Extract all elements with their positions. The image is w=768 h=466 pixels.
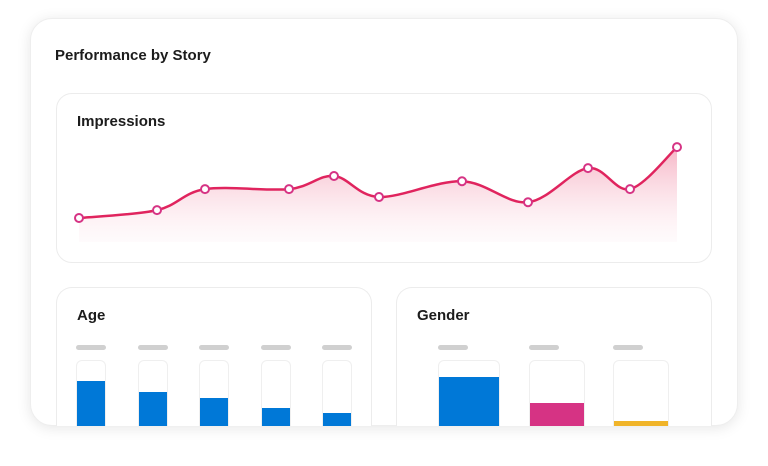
bar[interactable] bbox=[530, 402, 584, 426]
bar[interactable] bbox=[200, 397, 228, 426]
data-point[interactable] bbox=[200, 184, 210, 195]
data-point[interactable] bbox=[152, 205, 162, 216]
data-point[interactable] bbox=[672, 142, 682, 153]
bar-label-placeholder bbox=[76, 345, 106, 350]
bar[interactable] bbox=[439, 377, 499, 426]
data-point[interactable] bbox=[625, 184, 635, 195]
bar[interactable] bbox=[77, 380, 105, 426]
bar[interactable] bbox=[323, 412, 351, 426]
data-point[interactable] bbox=[583, 163, 593, 174]
bar-track bbox=[322, 360, 352, 426]
bar[interactable] bbox=[139, 391, 167, 426]
bar-label-placeholder bbox=[438, 345, 468, 350]
viewport: Performance by Story Impressions Age Gen… bbox=[30, 18, 738, 426]
bar-label-placeholder bbox=[138, 345, 168, 350]
data-point[interactable] bbox=[284, 184, 294, 195]
impressions-area bbox=[79, 147, 677, 242]
data-point[interactable] bbox=[374, 192, 384, 202]
bar[interactable] bbox=[614, 420, 668, 426]
data-point[interactable] bbox=[329, 171, 339, 181]
data-point[interactable] bbox=[523, 197, 533, 208]
impressions-chart bbox=[74, 142, 682, 242]
bar-label-placeholder bbox=[613, 345, 643, 350]
data-point[interactable] bbox=[74, 213, 84, 223]
bar-track bbox=[199, 360, 229, 426]
bar-label-placeholder bbox=[529, 345, 559, 350]
age-title: Age bbox=[77, 307, 106, 324]
data-point[interactable] bbox=[457, 176, 467, 187]
bar-label-placeholder bbox=[322, 345, 352, 350]
bar-label-placeholder bbox=[199, 345, 229, 350]
bar-track bbox=[438, 360, 500, 426]
page-title: Performance by Story bbox=[55, 47, 211, 64]
bar-track bbox=[529, 360, 585, 426]
age-card: Age bbox=[56, 287, 372, 426]
impressions-title: Impressions bbox=[77, 113, 166, 130]
gender-title: Gender bbox=[417, 307, 470, 324]
bar-track bbox=[261, 360, 291, 426]
bar-track bbox=[76, 360, 106, 426]
impressions-card: Impressions bbox=[56, 93, 712, 263]
gender-card: Gender bbox=[396, 287, 712, 426]
bar-track bbox=[613, 360, 669, 426]
bar-track bbox=[138, 360, 168, 426]
bar[interactable] bbox=[262, 407, 290, 426]
bar-label-placeholder bbox=[261, 345, 291, 350]
